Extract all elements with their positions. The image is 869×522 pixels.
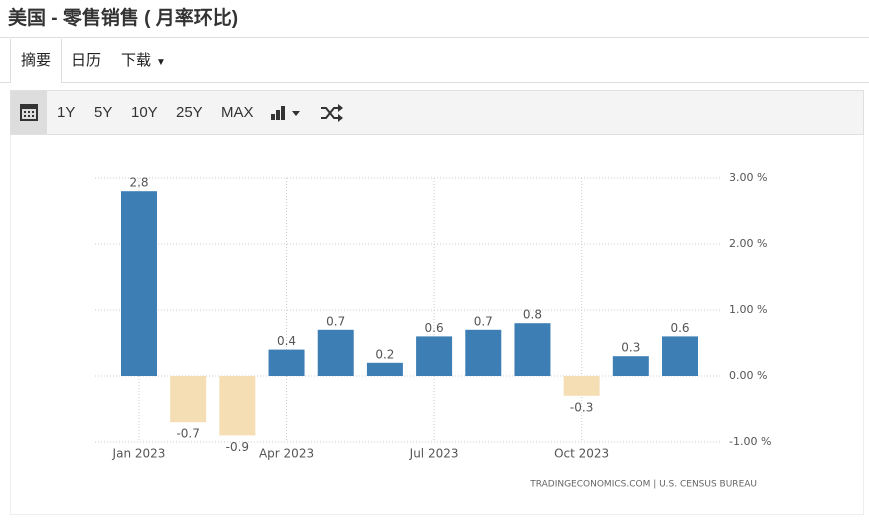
- range-button[interactable]: 25Y: [176, 104, 203, 121]
- tab-label: 下载: [121, 52, 152, 69]
- shuffle-button[interactable]: [317, 91, 347, 134]
- y-tick-label: 2.00 %: [729, 237, 767, 250]
- data-label: 0.3: [621, 341, 640, 355]
- range-button[interactable]: 5Y: [94, 104, 113, 121]
- bar: [120, 191, 157, 376]
- data-label: 0.2: [375, 347, 394, 361]
- tab[interactable]: 日历: [71, 52, 102, 69]
- bar: [563, 376, 600, 396]
- y-tick-label: 0.00 %: [729, 369, 767, 382]
- data-label: 0.7: [326, 314, 345, 328]
- bar: [662, 336, 699, 376]
- tab-bar: 摘要 日历 下载 ▼: [0, 39, 869, 83]
- y-tick-label: 3.00 %: [729, 171, 767, 184]
- toolbar: 1Y 5Y 10Y 25Y MAX: [10, 90, 864, 135]
- bar: [465, 329, 502, 376]
- data-label: -0.7: [176, 427, 199, 441]
- x-tick-label: Jul 2023: [409, 447, 459, 461]
- calendar-icon: [20, 104, 38, 121]
- shuffle-icon: [321, 104, 343, 122]
- bar: [366, 362, 403, 376]
- range-button[interactable]: MAX: [221, 104, 254, 121]
- bar-icon: [271, 106, 300, 120]
- x-tick-label: Oct 2023: [554, 447, 609, 461]
- bar: [317, 329, 354, 376]
- bar: [612, 356, 649, 376]
- x-tick-label: Jan 2023: [112, 447, 166, 461]
- data-label: -0.9: [226, 440, 249, 454]
- range-button[interactable]: 10Y: [131, 104, 158, 121]
- page-title: 美国 - 零售销售 ( 月率环比): [0, 0, 869, 38]
- y-tick-label: 1.00 %: [729, 303, 767, 316]
- x-tick-label: Apr 2023: [259, 447, 314, 461]
- bar: [219, 376, 256, 436]
- dropdown-caret: ▼: [156, 57, 166, 68]
- bar: [268, 349, 305, 376]
- bar: [416, 336, 453, 376]
- y-tick-label: -1.00 %: [729, 435, 771, 448]
- tab[interactable]: 下载 ▼: [121, 39, 166, 82]
- chart-panel: [10, 135, 864, 515]
- source-note: TRADINGECONOMICS.COM | U.S. CENSUS BUREA…: [529, 480, 757, 490]
- bar: [514, 323, 551, 376]
- bar: [170, 376, 207, 423]
- data-label: 2.8: [129, 176, 148, 190]
- chart-type-button[interactable]: [267, 91, 303, 134]
- tab[interactable]: 摘要: [10, 39, 62, 83]
- range-button[interactable]: 1Y: [57, 104, 76, 121]
- data-label: -0.3: [570, 400, 593, 414]
- data-label: 0.6: [425, 321, 444, 335]
- data-label: 0.4: [277, 334, 296, 348]
- data-label: 0.7: [474, 314, 493, 328]
- data-label: 0.8: [523, 308, 542, 322]
- data-label: 0.6: [670, 321, 689, 335]
- calendar-button[interactable]: [11, 91, 47, 134]
